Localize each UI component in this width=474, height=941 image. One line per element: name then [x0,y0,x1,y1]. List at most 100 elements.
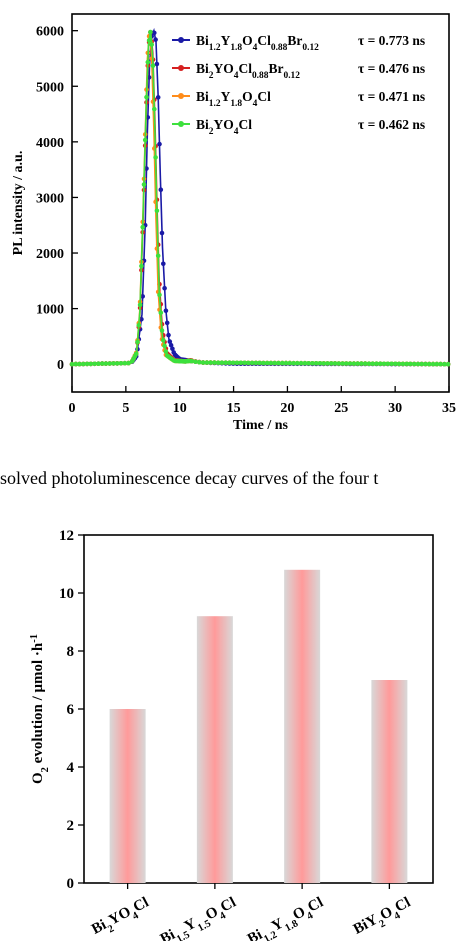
legend-label-part: 2 [209,127,214,137]
data-point [370,361,376,367]
data-point [96,361,101,367]
data-point [69,361,75,367]
data-point [150,63,156,68]
data-point [170,346,175,352]
x-axis-label: Time / ns [233,418,289,433]
data-point [291,360,296,366]
y-tick-label: 8 [67,644,75,660]
data-point [126,360,131,366]
data-point [298,360,304,366]
data-point [427,361,432,367]
x-tick-label-part: 4 [305,909,315,922]
legend-label-part: 4 [253,99,258,109]
y-label-part: 2 [40,767,51,772]
data-point [276,360,281,366]
legend-label-part: Bi [196,33,209,48]
data-point [400,361,406,367]
legend-label-part: 1.8 [230,43,242,53]
data-point [145,59,151,65]
legend-swatch-marker [178,65,184,71]
legend-label-part: 1.8 [230,99,242,109]
data-point [359,361,364,366]
y-label-part: O [30,772,46,784]
x-tick-label: 35 [442,401,456,416]
data-point [332,361,338,366]
y-tick-label: 0 [57,358,64,373]
data-point [434,361,440,367]
data-point [411,361,417,367]
y-tick-label: 6 [67,702,75,718]
legend-label-part: Y [221,33,231,48]
data-point [264,360,270,366]
legend-label-part: YO [213,61,233,76]
x-tick-label: Bi2YO4Cl [89,894,154,941]
x-tick-label-part: 4 [392,909,402,922]
data-point [321,361,327,366]
data-point [234,360,240,366]
x-tick-label-part: 4 [218,909,228,922]
data-point [193,359,198,365]
data-point [142,137,148,143]
data-point [154,208,160,214]
data-point [362,361,368,366]
data-point [162,343,167,349]
legend-label-part: 1.2 [209,43,221,53]
data-point [378,361,383,367]
legend-label-part: Bi [196,89,209,104]
series-3 [69,30,451,367]
legend-label: Bi2YO4Cl0.88Br0.12 [196,61,300,81]
data-point [139,263,144,269]
y-tick-label: 4 [67,760,75,776]
data-point [161,337,166,343]
x-tick-label: Bi1.5Y1.5O4Cl [158,894,241,941]
data-point [157,292,162,298]
y-label-part: evolution / μmol ·h [30,642,46,767]
data-point [208,360,213,365]
x-tick-label: 30 [388,401,402,416]
x-tick-label-part: Cl [392,894,413,915]
legend-tau: τ = 0.773 ns [358,33,425,48]
data-point [404,361,410,367]
legend-tau: τ = 0.476 ns [358,61,425,76]
legend-label-part: Y [221,89,231,104]
data-point [212,360,217,365]
legend-label: Bi2YO4Cl [196,117,252,137]
x-tick-label-part: 1.2 [262,929,279,941]
data-point [163,349,169,354]
x-tick-label: Bi1.2Y1.8O4Cl [245,894,328,941]
data-point [253,360,259,366]
x-tick-label-part: 2 [377,918,387,930]
data-point [310,361,315,366]
pl-decay-chart: 0 5 10 15 20 25 30 35 0 1000 2000 3000 4000 5000 6000 T… [11,13,456,433]
legend-swatch-marker [178,37,184,43]
data-point [159,328,165,333]
data-point [242,360,247,366]
data-point [122,360,128,366]
data-point [148,29,153,35]
bar-2 [196,616,233,883]
data-point [155,253,161,259]
data-point [99,361,105,366]
data-point [385,361,391,367]
data-point [118,361,124,366]
legend-entry-4: Bi2YO4Cl τ = 0.462 ns [172,117,425,137]
data-point [200,360,206,365]
data-point [336,361,342,366]
data-point [88,361,94,367]
data-point [197,359,202,365]
data-point [306,361,311,366]
data-point [223,360,228,366]
bar-4 [371,680,408,883]
data-point [73,361,79,367]
data-point [111,361,116,366]
y-label-part: -1 [29,634,40,643]
y-tick-label: 2 [67,818,75,834]
x-tick-label: 25 [334,401,348,416]
data-point [408,361,413,367]
data-point [268,360,274,366]
legend-label-part: 0.12 [302,43,319,53]
data-point [84,361,90,367]
legend-entry-2: Bi2YO4Cl0.88Br0.12 τ = 0.476 ns [172,61,425,81]
data-point [355,361,361,366]
data-point [77,361,82,367]
